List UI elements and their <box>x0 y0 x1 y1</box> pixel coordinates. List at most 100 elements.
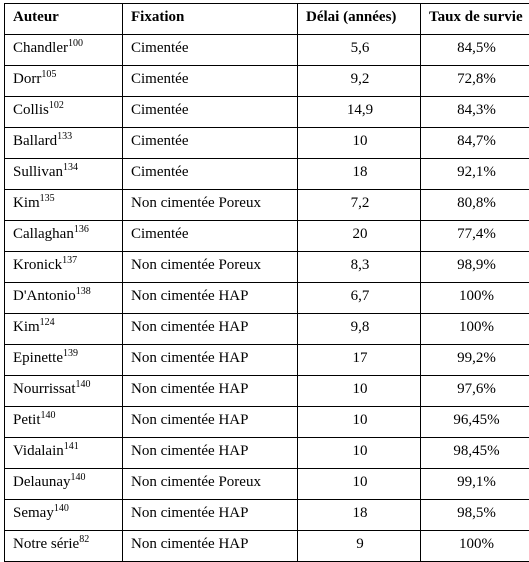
col-fixation: Fixation <box>123 4 298 35</box>
author-ref: 140 <box>76 379 91 390</box>
table-row: Kronick137Non cimentée Poreux8,398,9% <box>5 252 529 283</box>
cell-author: Kim124 <box>5 314 123 345</box>
cell-fixation: Non cimentée Poreux <box>123 252 298 283</box>
table-row: Delaunay140Non cimentée Poreux1099,1% <box>5 469 529 500</box>
author-ref: 133 <box>57 131 72 142</box>
cell-author: Delaunay140 <box>5 469 123 500</box>
author-ref: 140 <box>41 410 56 421</box>
author-ref: 135 <box>40 193 55 204</box>
cell-author: D'Antonio138 <box>5 283 123 314</box>
author-ref: 139 <box>63 348 78 359</box>
table-row: Chandler100Cimentée5,684,5% <box>5 35 529 66</box>
cell-fixation: Non cimentée HAP <box>123 345 298 376</box>
col-delay: Délai (années) <box>298 4 421 35</box>
table-row: Vidalain141Non cimentée HAP1098,45% <box>5 438 529 469</box>
author-name: Delaunay <box>13 474 70 490</box>
author-ref: 82 <box>79 534 89 545</box>
cell-fixation: Non cimentée HAP <box>123 438 298 469</box>
author-ref: 140 <box>70 472 85 483</box>
author-ref: 100 <box>68 38 83 49</box>
cell-delay: 18 <box>298 500 421 531</box>
author-name: Vidalain <box>13 443 64 459</box>
cell-delay: 9 <box>298 531 421 562</box>
author-ref: 141 <box>64 441 79 452</box>
cell-author: Chandler100 <box>5 35 123 66</box>
cell-delay: 14,9 <box>298 97 421 128</box>
survival-table: Auteur Fixation Délai (années) Taux de s… <box>4 3 529 562</box>
cell-delay: 9,2 <box>298 66 421 97</box>
table-row: Kim135Non cimentée Poreux7,280,8% <box>5 190 529 221</box>
table-row: Nourrissat140Non cimentée HAP1097,6% <box>5 376 529 407</box>
author-name: Ballard <box>13 133 57 149</box>
table-body: Chandler100Cimentée5,684,5%Dorr105Ciment… <box>5 35 529 562</box>
cell-delay: 6,7 <box>298 283 421 314</box>
cell-delay: 17 <box>298 345 421 376</box>
cell-survival: 97,6% <box>421 376 529 407</box>
cell-fixation: Non cimentée HAP <box>123 314 298 345</box>
author-name: Kim <box>13 319 40 335</box>
cell-survival: 98,45% <box>421 438 529 469</box>
table-row: Petit140Non cimentée HAP1096,45% <box>5 407 529 438</box>
cell-delay: 10 <box>298 438 421 469</box>
table-row: Dorr105Cimentée9,272,8% <box>5 66 529 97</box>
cell-fixation: Cimentée <box>123 97 298 128</box>
author-ref: 136 <box>74 224 89 235</box>
table-row: Kim124Non cimentée HAP9,8100% <box>5 314 529 345</box>
table-row: Sullivan134Cimentée1892,1% <box>5 159 529 190</box>
cell-survival: 77,4% <box>421 221 529 252</box>
cell-author: Notre série82 <box>5 531 123 562</box>
cell-author: Dorr105 <box>5 66 123 97</box>
table-row: Callaghan136 Cimentée2077,4% <box>5 221 529 252</box>
cell-delay: 10 <box>298 376 421 407</box>
cell-survival: 84,5% <box>421 35 529 66</box>
author-name: Callaghan <box>13 226 74 242</box>
cell-author: Ballard133 <box>5 128 123 159</box>
cell-author: Sullivan134 <box>5 159 123 190</box>
cell-survival: 100% <box>421 531 529 562</box>
table-row: D'Antonio138Non cimentée HAP6,7100% <box>5 283 529 314</box>
author-name: Sullivan <box>13 164 63 180</box>
cell-delay: 5,6 <box>298 35 421 66</box>
cell-author: Nourrissat140 <box>5 376 123 407</box>
cell-author: Kim135 <box>5 190 123 221</box>
cell-author: Vidalain141 <box>5 438 123 469</box>
cell-fixation: Cimentée <box>123 35 298 66</box>
cell-survival: 84,7% <box>421 128 529 159</box>
author-name: Collis <box>13 102 49 118</box>
author-ref: 140 <box>54 503 69 514</box>
cell-fixation: Cimentée <box>123 159 298 190</box>
cell-author: Epinette139 <box>5 345 123 376</box>
col-author: Auteur <box>5 4 123 35</box>
cell-fixation: Non cimentée HAP <box>123 531 298 562</box>
cell-delay: 20 <box>298 221 421 252</box>
author-name: Kronick <box>13 257 62 273</box>
cell-survival: 99,1% <box>421 469 529 500</box>
cell-fixation: Cimentée <box>123 66 298 97</box>
cell-fixation: Cimentée <box>123 128 298 159</box>
cell-survival: 100% <box>421 283 529 314</box>
cell-survival: 98,9% <box>421 252 529 283</box>
cell-fixation: Non cimentée HAP <box>123 500 298 531</box>
table-row: Epinette139Non cimentée HAP1799,2% <box>5 345 529 376</box>
author-ref: 134 <box>63 162 78 173</box>
cell-delay: 8,3 <box>298 252 421 283</box>
cell-survival: 100% <box>421 314 529 345</box>
author-ref: 138 <box>76 286 91 297</box>
author-name: Dorr <box>13 71 41 87</box>
cell-survival: 96,45% <box>421 407 529 438</box>
table-header-row: Auteur Fixation Délai (années) Taux de s… <box>5 4 529 35</box>
author-ref: 105 <box>41 69 56 80</box>
cell-delay: 10 <box>298 407 421 438</box>
author-ref: 102 <box>49 100 64 111</box>
cell-delay: 10 <box>298 469 421 500</box>
cell-survival: 92,1% <box>421 159 529 190</box>
author-ref: 124 <box>40 317 55 328</box>
cell-fixation: Non cimentée Poreux <box>123 190 298 221</box>
table-row: Notre série82Non cimentée HAP9100% <box>5 531 529 562</box>
cell-author: Kronick137 <box>5 252 123 283</box>
cell-fixation: Non cimentée HAP <box>123 283 298 314</box>
cell-fixation: Non cimentée Poreux <box>123 469 298 500</box>
cell-fixation: Cimentée <box>123 221 298 252</box>
author-name: D'Antonio <box>13 288 76 304</box>
author-name: Chandler <box>13 40 68 56</box>
